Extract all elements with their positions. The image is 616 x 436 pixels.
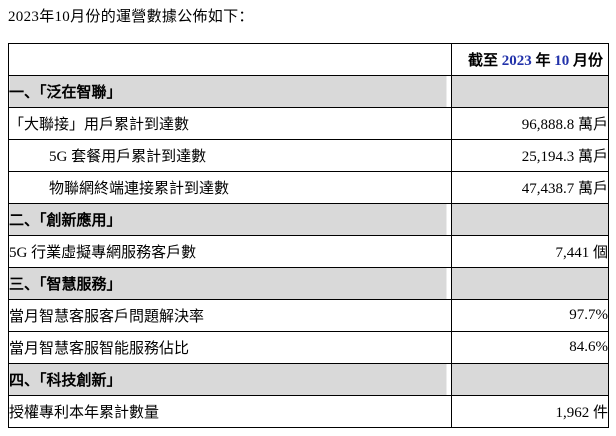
table-row-problem-resolution-rate: 當月智慧客服客戶問題解決率 97.7% xyxy=(8,299,609,332)
metric-label-cell: 5G 行業虛擬專網服務客戶數 xyxy=(8,235,452,268)
section-value-cell xyxy=(451,267,609,300)
section-label-cell: 四、「科技創新」 xyxy=(8,363,452,396)
section-value-cell xyxy=(451,203,609,236)
section-label-cell: 三、「智慧服務」 xyxy=(8,267,452,300)
section-value-cell xyxy=(451,363,609,396)
header-empty-cell xyxy=(8,43,452,76)
table-header-row: 截至 2023 年 10 月份 xyxy=(8,43,609,76)
table-row-big-connection-users: 「大聯接」用戶累計到達數 96,888.8 萬戶 xyxy=(8,107,609,140)
metric-value-cell: 7,441 個 xyxy=(451,235,609,268)
metric-value-cell: 25,194.3 萬戶 xyxy=(451,139,609,172)
section-value-cell xyxy=(451,75,609,108)
table-row-iot-terminal-connections: 物聯網終端連接累計到達數 47,438.7 萬戶 xyxy=(8,171,609,204)
section-row-smart-services: 三、「智慧服務」 xyxy=(8,267,609,300)
section-row-ubiquitous-connectivity: 一、「泛在智聯」 xyxy=(8,75,609,108)
table-row-5g-package-users: 5G 套餐用戶累計到達數 25,194.3 萬戶 xyxy=(8,139,609,172)
table-row-granted-patents: 授權專利本年累計數量 1,962 件 xyxy=(8,395,609,428)
metric-value-cell: 96,888.8 萬戶 xyxy=(451,107,609,140)
metric-label-cell: 5G 套餐用戶累計到達數 xyxy=(8,139,452,172)
metric-value-cell: 1,962 件 xyxy=(451,395,609,428)
table-row-5g-private-network-customers: 5G 行業虛擬專網服務客戶數 7,441 個 xyxy=(8,235,609,268)
metric-value-cell: 84.6% xyxy=(451,331,609,364)
header-period-text-part: 截至 xyxy=(467,53,502,69)
metric-value-cell: 47,438.7 萬戶 xyxy=(451,171,609,204)
metric-label-cell: 物聯網終端連接累計到達數 xyxy=(8,171,452,204)
metric-label-cell: 當月智慧客服智能服務佔比 xyxy=(8,331,452,364)
table-row-intelligent-service-ratio: 當月智慧客服智能服務佔比 84.6% xyxy=(8,331,609,364)
section-row-innovative-applications: 二、「創新應用」 xyxy=(8,203,609,236)
header-period-month: 10 xyxy=(554,53,570,69)
header-period-year: 2023 xyxy=(501,53,532,69)
metric-label-cell: 當月智慧客服客戶問題解決率 xyxy=(8,299,452,332)
section-row-tech-innovation: 四、「科技創新」 xyxy=(8,363,609,396)
section-label-cell: 二、「創新應用」 xyxy=(8,203,452,236)
section-label-cell: 一、「泛在智聯」 xyxy=(8,75,452,108)
intro-text: 2023年10月份的運營數據公佈如下： xyxy=(8,9,254,25)
header-period-text-part: 年 xyxy=(531,53,555,69)
header-period-cell: 截至 2023 年 10 月份 xyxy=(451,43,609,76)
metric-label-cell: 「大聯接」用戶累計到達數 xyxy=(8,107,452,140)
metric-label-cell: 授權專利本年累計數量 xyxy=(8,395,452,428)
operations-data-table: 截至 2023 年 10 月份 一、「泛在智聯」 「大聯接」用戶累計到達數 96… xyxy=(8,43,609,428)
metric-value-cell: 97.7% xyxy=(451,299,609,332)
header-period-text-part: 月份 xyxy=(569,53,603,69)
